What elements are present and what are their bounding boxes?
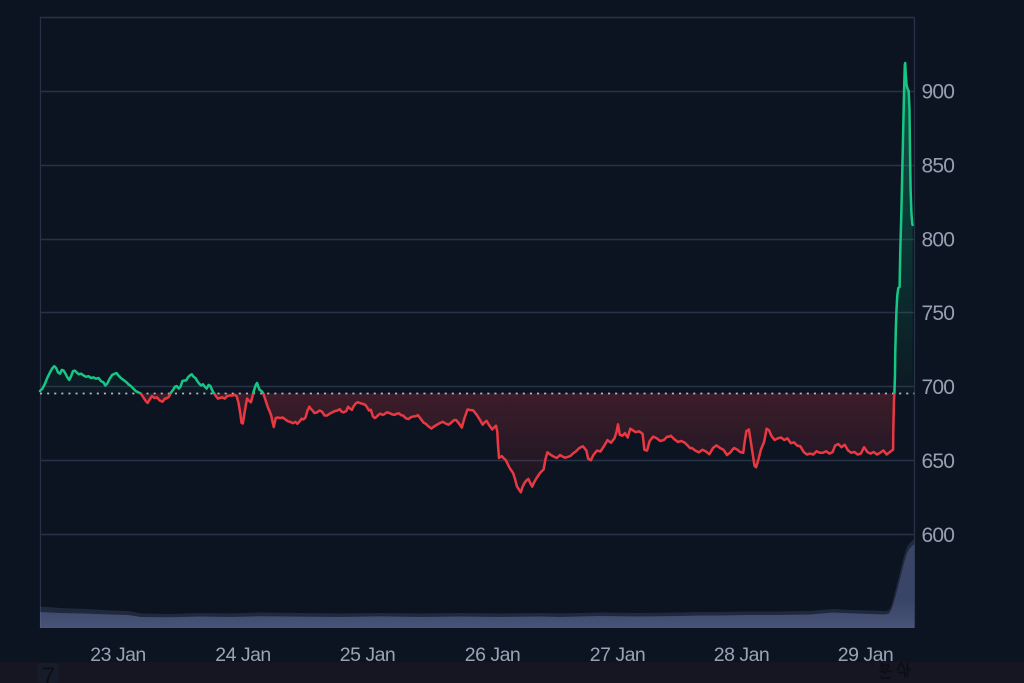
svg-text:7: 7 [42,663,55,683]
svg-text:27 Jan: 27 Jan [590,644,646,666]
svg-text:900: 900 [922,81,955,104]
svg-text:24 Jan: 24 Jan [215,644,271,666]
svg-text:750: 750 [922,302,955,325]
svg-text:28 Jan: 28 Jan [714,644,770,666]
svg-text:26 Jan: 26 Jan [465,644,521,666]
svg-text:650: 650 [922,450,955,473]
svg-text:700: 700 [922,376,955,399]
svg-text:600: 600 [922,524,955,547]
svg-text:25 Jan: 25 Jan [340,644,396,666]
svg-text:850: 850 [922,154,955,177]
svg-text:800: 800 [922,228,955,251]
svg-text:23 Jan: 23 Jan [90,644,146,666]
svg-text:29 Jan: 29 Jan [838,644,894,666]
